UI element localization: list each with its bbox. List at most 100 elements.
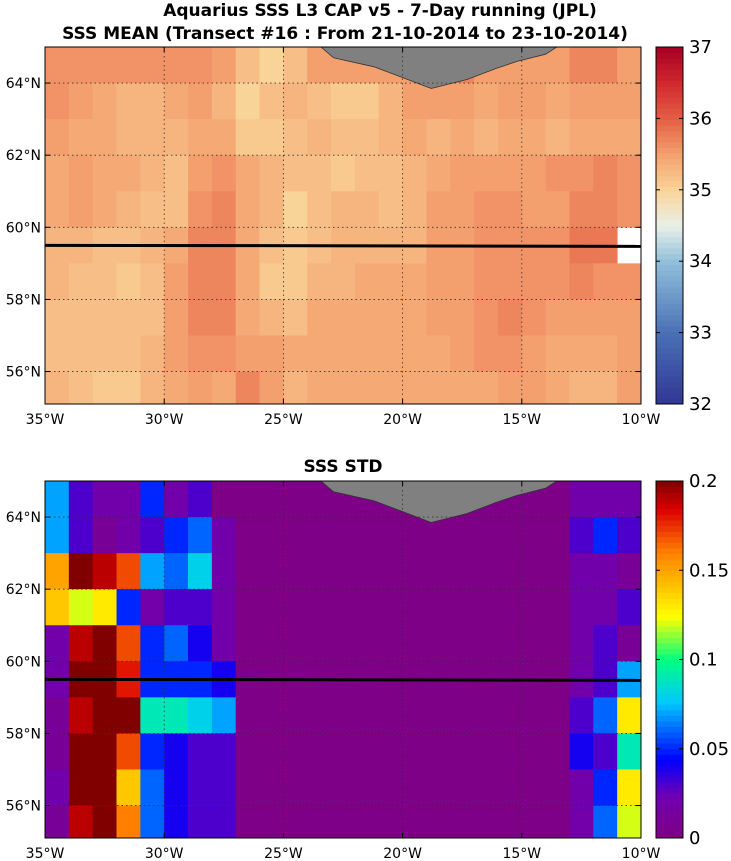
colorbar-segment xyxy=(656,253,683,260)
heatmap-cell xyxy=(45,0,69,11)
colorbar-segment xyxy=(656,536,683,543)
colorbar-segment xyxy=(656,771,683,778)
heatmap-cell xyxy=(92,481,117,482)
colorbar-segment xyxy=(656,69,683,76)
heatmap-cell xyxy=(593,733,618,770)
heatmap-cell xyxy=(235,263,260,300)
heatmap-cell xyxy=(593,83,618,120)
heatmap-cell xyxy=(545,805,570,838)
heatmap-cell xyxy=(521,299,547,336)
heatmap-cell xyxy=(474,481,499,482)
heatmap-cell xyxy=(164,589,189,626)
colorbar-segment xyxy=(656,152,683,160)
heatmap-cell xyxy=(474,299,499,336)
heatmap-cell xyxy=(235,83,260,120)
heatmap-cell xyxy=(617,553,641,590)
heatmap-cell xyxy=(211,589,237,626)
heatmap-cell xyxy=(354,697,380,734)
heatmap-cell xyxy=(164,119,189,156)
colorbar-segment xyxy=(656,398,683,405)
heatmap-cell xyxy=(68,371,94,404)
colorbar-segment xyxy=(656,102,683,109)
heatmap-cell xyxy=(497,769,523,806)
heatmap-cell xyxy=(617,805,641,838)
heatmap-cell xyxy=(354,335,380,372)
heatmap-cell xyxy=(164,335,189,372)
colorbar-segment xyxy=(656,581,683,588)
plot-frame xyxy=(44,46,642,405)
colorbar-segment xyxy=(656,687,683,694)
heatmap-cell xyxy=(283,119,308,156)
heatmap-cell xyxy=(68,733,94,770)
heatmap-cell xyxy=(68,47,94,84)
heatmap-cell xyxy=(140,589,165,626)
heatmap-cell xyxy=(450,769,475,806)
colorbar-segment xyxy=(656,275,683,282)
heatmap-cell xyxy=(211,625,237,662)
x-tick-label: 20°W xyxy=(383,412,422,428)
heatmap-cell xyxy=(68,83,94,120)
heatmap-cell xyxy=(474,155,499,192)
heatmap-cell xyxy=(140,299,165,336)
heatmap-cell xyxy=(426,371,451,404)
heatmap-cell xyxy=(211,335,237,372)
heatmap-cell xyxy=(68,119,94,156)
heatmap-cell xyxy=(116,553,141,590)
heatmap-cell xyxy=(497,155,523,192)
heatmap-cell xyxy=(92,47,117,84)
heatmap-cell xyxy=(283,517,308,554)
y-tick-label: 60°N xyxy=(6,220,41,236)
heatmap-cell xyxy=(402,769,427,806)
heatmap-cell xyxy=(354,805,380,838)
heatmap-cell xyxy=(188,589,213,626)
heatmap-cell xyxy=(68,589,94,626)
heatmap-cell xyxy=(140,733,165,770)
heatmap-cell xyxy=(164,191,189,228)
colorbar-segment xyxy=(656,298,683,305)
heatmap-cell xyxy=(545,769,570,806)
heatmap-cell xyxy=(521,335,547,372)
heatmap-cell xyxy=(331,769,356,806)
heatmap-cell xyxy=(116,481,141,518)
heatmap-cell xyxy=(593,47,618,84)
heatmap-cell xyxy=(474,335,499,372)
heatmap-cell xyxy=(569,191,594,228)
heatmap-cell xyxy=(283,589,308,626)
heatmap-cell xyxy=(211,805,237,838)
heatmap-cell xyxy=(617,155,641,192)
heatmap-cell xyxy=(593,769,618,806)
colorbar-tick-label: 36 xyxy=(689,108,712,129)
heatmap-cell xyxy=(617,263,641,300)
heatmap-cell xyxy=(426,733,451,770)
heatmap-cell xyxy=(116,119,141,156)
heatmap-cell xyxy=(497,299,523,336)
heatmap-cell xyxy=(569,625,594,662)
colorbar-segment xyxy=(656,759,683,766)
colorbar-segment xyxy=(656,614,683,621)
y-tick-label: 62°N xyxy=(6,148,41,164)
heatmap-cell xyxy=(307,155,332,192)
heatmap-cell xyxy=(307,769,332,806)
colorbar-segment xyxy=(656,720,683,727)
heatmap-cell xyxy=(474,589,499,626)
heatmap-cell xyxy=(45,155,70,192)
colorbar-segment xyxy=(656,598,683,605)
heatmap-cell xyxy=(450,553,475,590)
heatmap-cell xyxy=(235,805,260,838)
colorbar-segment xyxy=(656,492,683,499)
heatmap-cell xyxy=(92,769,117,806)
heatmap-cell xyxy=(331,805,356,838)
colorbar-segment xyxy=(656,91,683,98)
heatmap-cell xyxy=(378,625,403,662)
heatmap-cell xyxy=(140,119,165,156)
heatmap-cell xyxy=(617,517,641,554)
heatmap-cell xyxy=(593,589,618,626)
heatmap-cell xyxy=(617,335,641,372)
heatmap-cell xyxy=(92,805,117,838)
heatmap-cell xyxy=(188,335,213,372)
heatmap-cell xyxy=(45,733,70,770)
heatmap-cell xyxy=(378,697,403,734)
heatmap-cell xyxy=(92,517,117,554)
heatmap-cell xyxy=(355,409,379,445)
heatmap-cell xyxy=(140,263,165,300)
